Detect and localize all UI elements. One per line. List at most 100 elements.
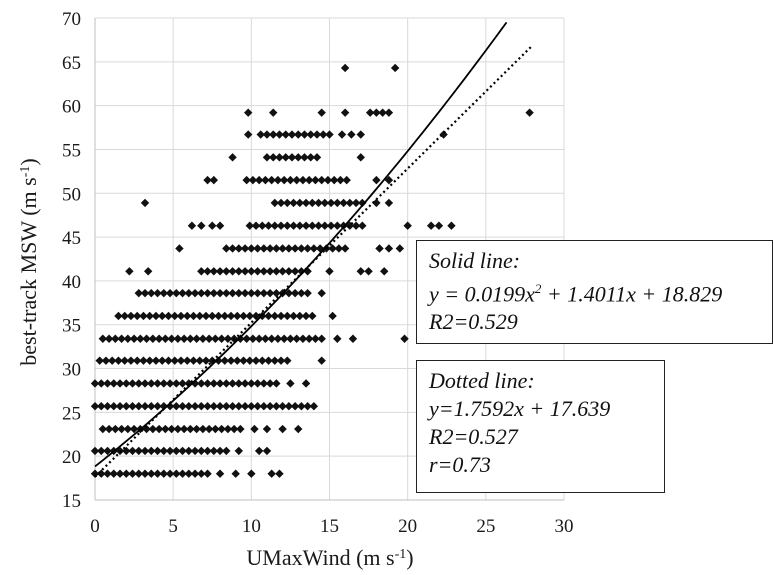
- x-axis-title: UMaxWind (m s-1): [246, 545, 413, 570]
- data-point: [525, 108, 534, 117]
- data-point: [90, 469, 100, 478]
- data-point: [178, 288, 187, 298]
- data-point: [147, 379, 156, 388]
- data-point: [278, 244, 287, 253]
- data-point: [228, 402, 237, 411]
- data-point: [209, 267, 219, 276]
- data-point: [95, 356, 104, 365]
- y-axis-title: best-track MSW (m s-1): [16, 158, 41, 365]
- data-point: [143, 267, 153, 276]
- data-point: [161, 424, 170, 434]
- data-point: [151, 356, 161, 365]
- data-point: [228, 379, 237, 388]
- data-point: [173, 334, 183, 343]
- data-point: [272, 267, 281, 276]
- data-point: [276, 221, 286, 230]
- data-point: [269, 130, 278, 139]
- data-point: [107, 356, 117, 365]
- x-tick-label: 30: [555, 516, 574, 537]
- data-point: [215, 446, 225, 456]
- data-point: [117, 424, 126, 434]
- data-point: [380, 267, 389, 276]
- dotted-line-annotation: Dotted line: y=1.7592x + 17.639 R2=0.527…: [416, 360, 665, 493]
- data-point: [190, 288, 200, 298]
- data-point: [272, 379, 281, 388]
- data-point: [158, 356, 167, 365]
- data-point: [290, 288, 300, 298]
- data-point: [284, 402, 294, 411]
- y-tick-label: 50: [62, 184, 81, 205]
- data-point: [295, 221, 304, 230]
- data-point: [297, 288, 306, 298]
- data-point: [400, 334, 409, 343]
- data-point: [184, 402, 193, 411]
- data-point: [254, 175, 264, 185]
- data-point: [298, 334, 308, 343]
- data-point: [97, 402, 106, 411]
- data-point: [289, 311, 298, 321]
- data-point: [287, 130, 297, 139]
- data-point: [253, 267, 262, 276]
- data-point: [323, 175, 333, 185]
- y-tick-label: 35: [62, 316, 81, 337]
- data-point: [375, 244, 384, 253]
- data-point: [170, 311, 179, 321]
- data-point: [253, 244, 262, 253]
- data-point: [111, 424, 120, 434]
- y-tick-labels: 15 20 25 30 35 40 45 50 55 60 65 70: [62, 9, 81, 512]
- data-point: [234, 244, 244, 253]
- data-point: [122, 379, 131, 388]
- data-point: [284, 288, 294, 298]
- data-point: [372, 108, 381, 117]
- data-point: [247, 469, 256, 478]
- data-point: [178, 402, 187, 411]
- data-point: [300, 153, 309, 162]
- data-point: [97, 446, 106, 456]
- data-point: [365, 108, 375, 117]
- data-point: [234, 446, 244, 456]
- data-point: [203, 175, 212, 185]
- data-point: [139, 356, 148, 365]
- data-point: [259, 244, 269, 253]
- data-point: [259, 402, 269, 411]
- data-point: [247, 267, 256, 276]
- data-point: [123, 334, 133, 343]
- data-point: [103, 469, 112, 478]
- data-point: [101, 356, 111, 365]
- data-point: [165, 379, 175, 388]
- data-point: [240, 288, 250, 298]
- data-point: [304, 334, 314, 343]
- data-point: [334, 244, 344, 253]
- data-point: [147, 469, 156, 478]
- data-point: [211, 424, 220, 434]
- data-point: [351, 198, 361, 208]
- data-point: [189, 356, 198, 365]
- data-point: [214, 356, 223, 365]
- data-point: [275, 469, 284, 478]
- data-point: [328, 311, 337, 321]
- data-point: [140, 198, 150, 208]
- data-point: [176, 356, 186, 365]
- data-point: [340, 244, 350, 253]
- data-point: [262, 424, 272, 434]
- data-point: [250, 424, 259, 434]
- data-point: [248, 334, 258, 343]
- data-point: [209, 175, 219, 185]
- data-point: [276, 311, 286, 321]
- data-point: [187, 221, 197, 230]
- data-point: [333, 334, 342, 343]
- data-point: [215, 267, 225, 276]
- data-point: [426, 221, 436, 230]
- data-point: [270, 221, 279, 230]
- x-tick-label: 5: [168, 516, 178, 537]
- data-point: [372, 198, 381, 208]
- data-point: [309, 402, 319, 411]
- data-point: [195, 311, 204, 321]
- data-point: [267, 175, 276, 185]
- data-point: [98, 424, 108, 434]
- data-point: [103, 379, 112, 388]
- data-point: [222, 244, 231, 253]
- data-point: [153, 379, 162, 388]
- data-point: [179, 334, 189, 343]
- x-tick-label: 25: [476, 516, 495, 537]
